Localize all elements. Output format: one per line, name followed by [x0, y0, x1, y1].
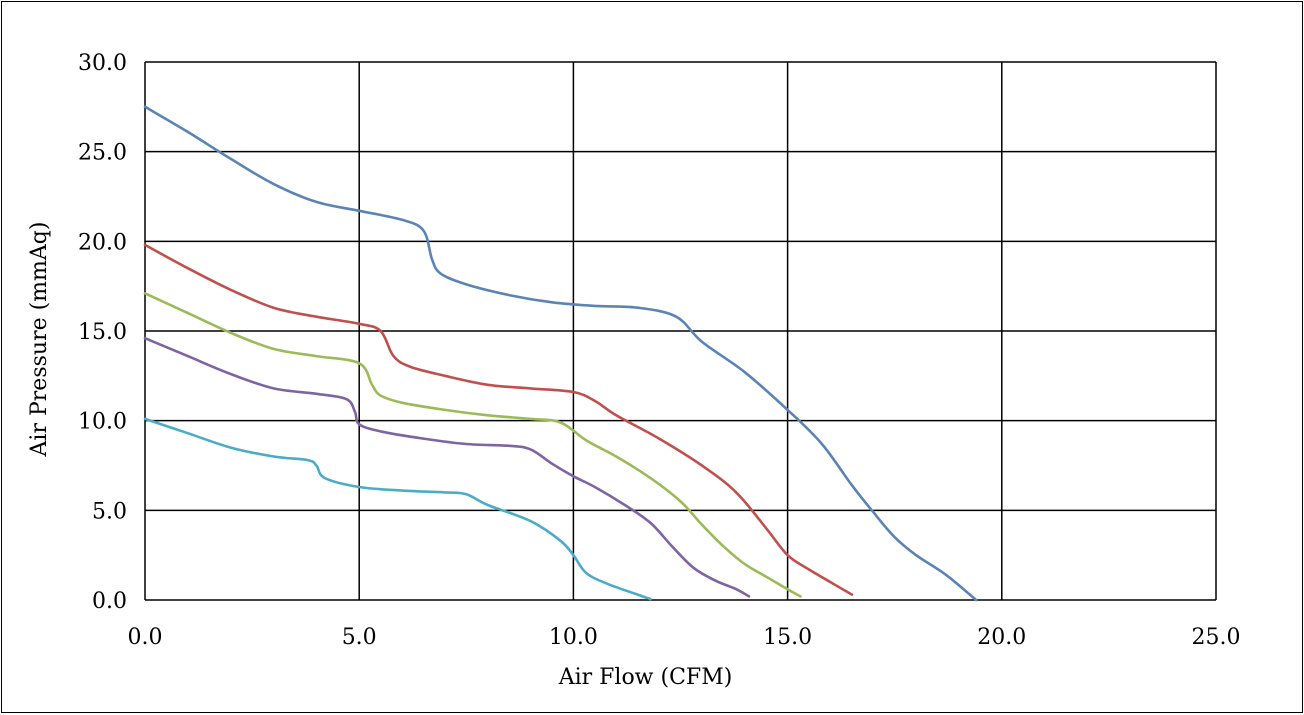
y-tick-label: 0.0	[92, 589, 127, 614]
x-tick-label: 10.0	[549, 625, 598, 650]
y-axis-tick-labels: 0.0 5.0 10.0 15.0 20.0 25.0 30.0	[78, 51, 127, 614]
series-line-5	[143, 417, 652, 601]
performance-curves	[143, 105, 978, 602]
y-tick-label: 30.0	[78, 51, 127, 76]
x-axis-title: Air Flow (CFM)	[558, 665, 733, 690]
x-tick-label: 20.0	[977, 625, 1026, 650]
x-axis-tick-labels: 0.0 5.0 10.0 15.0 20.0 25.0	[128, 625, 1241, 650]
x-tick-label: 15.0	[763, 625, 812, 650]
x-tick-label: 0.0	[128, 625, 163, 650]
y-tick-label: 15.0	[78, 320, 127, 345]
gridlines	[144, 61, 1217, 601]
y-tick-label: 5.0	[92, 499, 127, 524]
x-tick-label: 5.0	[342, 625, 377, 650]
series-line-4	[143, 336, 751, 598]
y-tick-label: 25.0	[78, 141, 127, 166]
series-line-2	[143, 243, 854, 596]
series-line-1	[143, 105, 978, 602]
series-line-3	[143, 292, 802, 598]
x-tick-label: 25.0	[1192, 625, 1241, 650]
y-tick-label: 20.0	[78, 230, 127, 255]
y-axis-title: Air Pressure (mmAq)	[27, 222, 52, 458]
y-tick-label: 10.0	[78, 410, 127, 435]
